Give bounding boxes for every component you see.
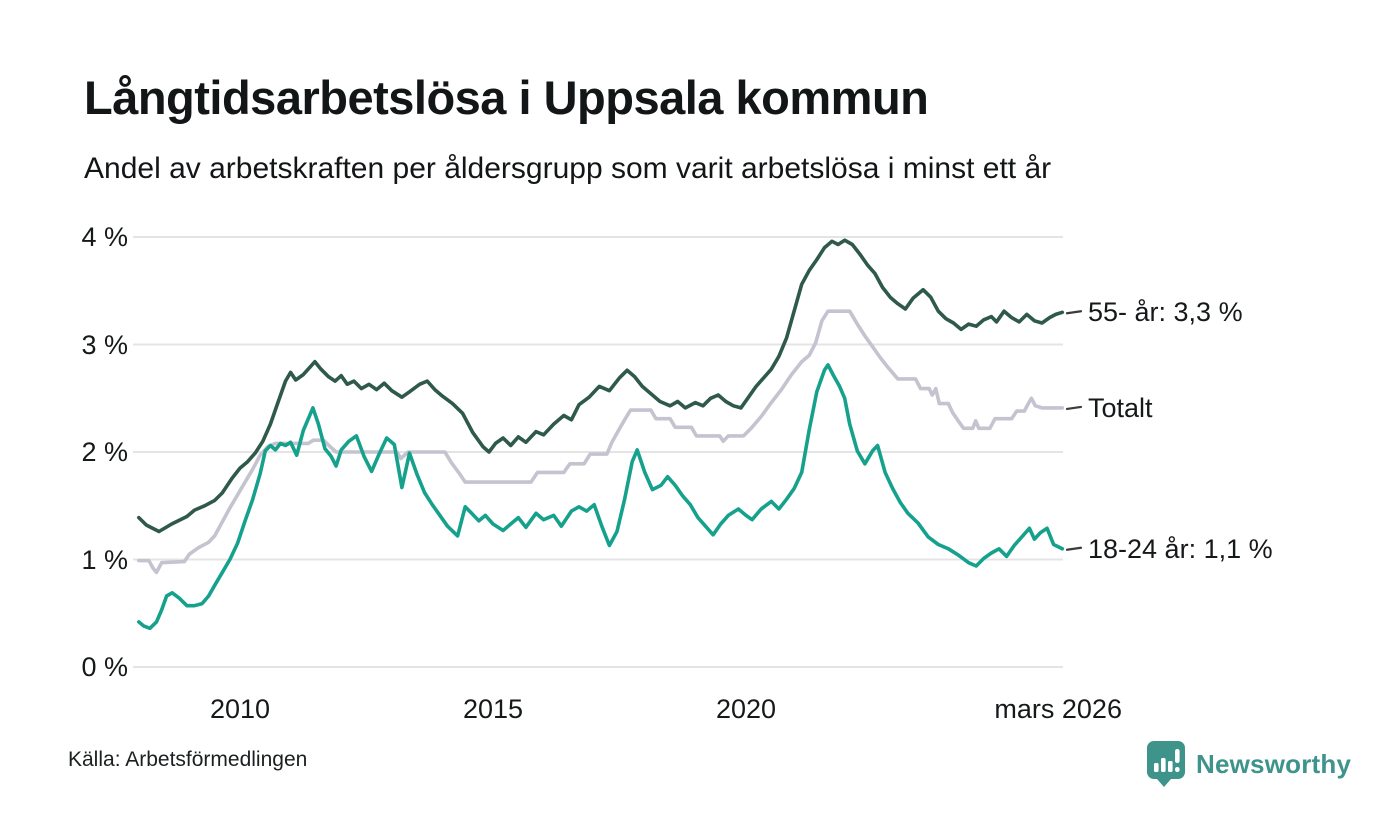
y-tick-label: 0 % (81, 652, 128, 682)
series-label-18-24år: 18-24 år: 1,1 % (1088, 533, 1273, 564)
source-text: Källa: Arbetsförmedlingen (68, 748, 308, 771)
series-line-Totalt (137, 309, 1065, 575)
series-label-Totalt: Totalt (1088, 392, 1153, 423)
page-subtitle: Andel av arbetskraften per åldersgrupp s… (84, 152, 1052, 185)
label-tick-dash (1065, 310, 1083, 315)
x-tick-label: 2010 (209, 694, 271, 724)
page-title: Långtidsarbetslösa i Uppsala kommun (84, 71, 929, 124)
y-tick-label: 4 % (81, 222, 128, 252)
series-line-55-år (137, 238, 1065, 534)
label-tick-dash (1065, 546, 1083, 551)
x-tick-label: mars 2026 (994, 694, 1122, 724)
bar-chart-pin-icon (1147, 741, 1185, 787)
newsworthy-wordmark: Newsworthy (1196, 748, 1352, 779)
series-label-55-år: 55- år: 3,3 % (1088, 297, 1243, 328)
series-line-18-24år (137, 363, 1065, 631)
y-tick-label: 2 % (81, 437, 128, 467)
x-tick-label: 2015 (462, 694, 524, 724)
y-tick-label: 1 % (81, 544, 128, 575)
x-tick-label: 2020 (715, 694, 777, 724)
newsworthy-logo[interactable]: Newsworthy (1146, 740, 1351, 788)
label-tick-dash (1065, 405, 1083, 411)
y-tick-label: 3 % (81, 329, 128, 360)
